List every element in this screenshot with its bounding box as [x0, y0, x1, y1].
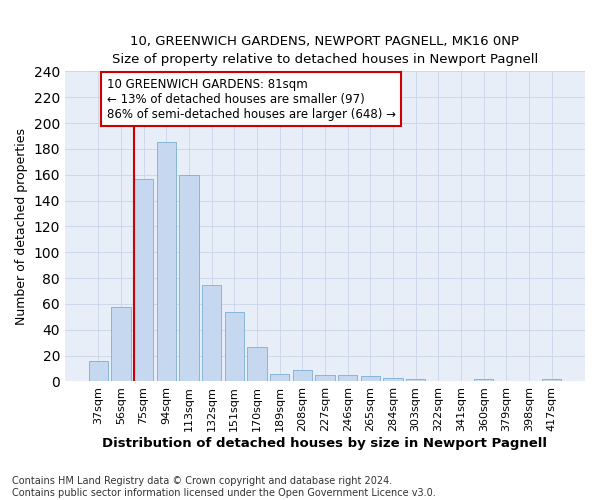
Bar — [338, 375, 357, 382]
Bar — [111, 306, 131, 382]
Bar — [293, 370, 312, 382]
Bar — [179, 174, 199, 382]
Bar — [406, 379, 425, 382]
Bar — [270, 374, 289, 382]
Bar — [383, 378, 403, 382]
Bar — [361, 376, 380, 382]
Bar — [224, 312, 244, 382]
Bar — [134, 178, 153, 382]
Bar — [157, 142, 176, 382]
Bar — [202, 284, 221, 382]
Bar — [474, 379, 493, 382]
Y-axis label: Number of detached properties: Number of detached properties — [15, 128, 28, 325]
Bar — [247, 346, 266, 382]
Bar — [316, 375, 335, 382]
Text: Contains HM Land Registry data © Crown copyright and database right 2024.
Contai: Contains HM Land Registry data © Crown c… — [12, 476, 436, 498]
Bar — [89, 361, 108, 382]
X-axis label: Distribution of detached houses by size in Newport Pagnell: Distribution of detached houses by size … — [103, 437, 547, 450]
Bar — [542, 379, 562, 382]
Text: 10 GREENWICH GARDENS: 81sqm
← 13% of detached houses are smaller (97)
86% of sem: 10 GREENWICH GARDENS: 81sqm ← 13% of det… — [107, 78, 395, 120]
Title: 10, GREENWICH GARDENS, NEWPORT PAGNELL, MK16 0NP
Size of property relative to de: 10, GREENWICH GARDENS, NEWPORT PAGNELL, … — [112, 35, 538, 66]
